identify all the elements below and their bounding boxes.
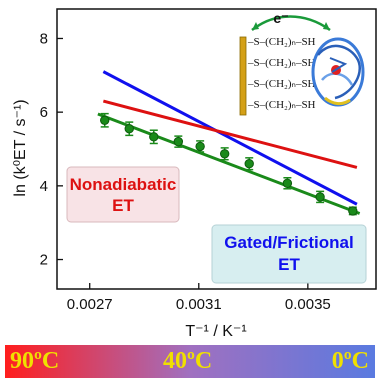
- sam-row: –S–(CH₂)ₙ–SH: [247, 78, 316, 90]
- x-tick-label: 0.0027: [67, 296, 113, 313]
- temperature-gradient-bar: 90ºC 40ºC 0ºC: [5, 345, 375, 378]
- data-point: [244, 159, 254, 169]
- x-tick-label: 0.0031: [176, 296, 222, 313]
- data-point: [315, 192, 325, 202]
- sam-row: –S–(CH₂)ₙ–SH: [247, 57, 316, 69]
- nonadiabatic-box: [66, 166, 180, 223]
- fit-line: [102, 99, 358, 169]
- data-point: [173, 136, 184, 147]
- electrode-icon: [239, 36, 247, 116]
- sam-row: –S–(CH₂)ₙ–SH: [247, 99, 316, 111]
- data-point: [219, 149, 230, 159]
- y-tick-label: 6: [40, 104, 48, 121]
- nonadiabatic-label-line1: Nonadiabatic: [70, 175, 177, 194]
- y-tick-label: 4: [40, 178, 48, 195]
- fit-line: [102, 70, 358, 206]
- gated-box: [211, 224, 367, 284]
- y-axis-label: ln (k⁰ET / s⁻¹): [12, 99, 29, 196]
- data-point: [195, 141, 205, 152]
- data-point: [100, 115, 110, 125]
- data-point: [348, 206, 358, 216]
- data-point: [149, 132, 159, 142]
- protein-icon: [311, 37, 365, 107]
- inset-illustration: e⁻ –S–(CH₂)ₙ–SH –S–(CH₂)ₙ–SH –S–(CH₂)ₙ–S…: [239, 10, 365, 116]
- temp-label-hot: 90ºC: [10, 348, 60, 374]
- sam-row: –S–(CH₂)ₙ–SH: [247, 36, 316, 48]
- temp-label-cold: 0ºC: [331, 348, 369, 374]
- electron-label: e⁻: [273, 10, 288, 26]
- x-axis-label: T⁻¹ / K⁻¹: [185, 323, 246, 340]
- nonadiabatic-label-line2: ET: [112, 196, 134, 215]
- data-point: [282, 178, 293, 188]
- data-point: [124, 124, 134, 134]
- y-tick-label: 2: [40, 252, 48, 269]
- chart: 0.0027 0.0031 0.0035 2 4 6 8 Nonadiabatic ET G…: [12, 8, 377, 340]
- gated-label-line2: ET: [278, 255, 300, 274]
- x-tick-label: 0.0035: [285, 296, 331, 313]
- electron-transfer-arrow: [251, 15, 331, 32]
- temp-label-mid: 40ºC: [163, 348, 213, 374]
- gated-label-line1: Gated/Frictional: [224, 233, 353, 252]
- y-tick-label: 8: [40, 30, 48, 47]
